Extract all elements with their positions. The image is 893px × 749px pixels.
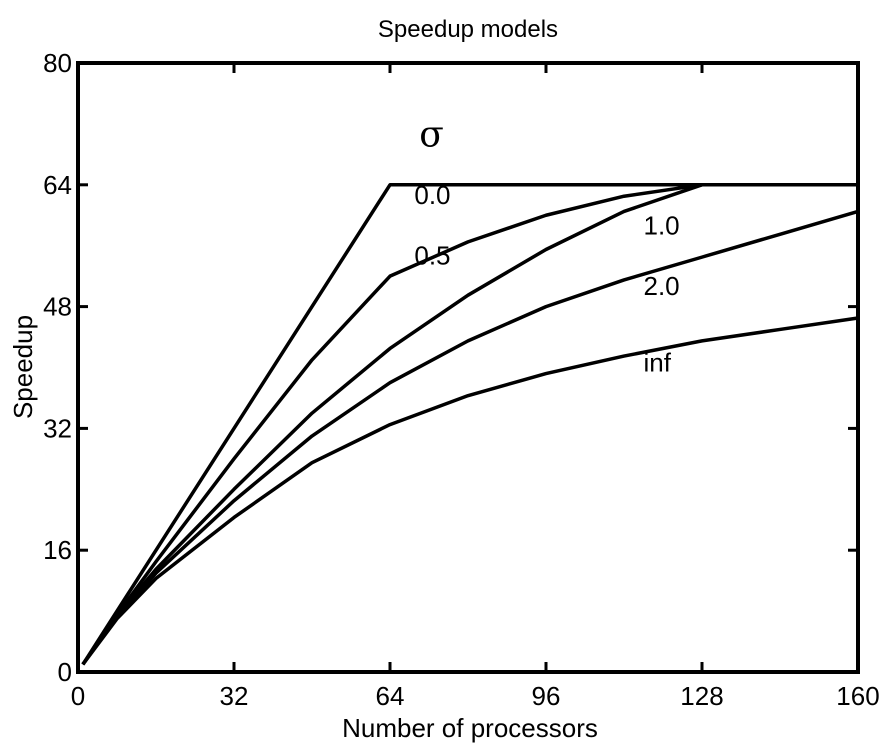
series-lines bbox=[81, 183, 859, 666]
curve-label: inf bbox=[644, 347, 672, 377]
curve-label: 0.5 bbox=[414, 241, 450, 271]
curve-labels: 0.0 0.5 1.0 2.0 inf bbox=[414, 180, 679, 377]
y-tick-label: 48 bbox=[43, 292, 72, 322]
x-tick-label: 0 bbox=[71, 681, 85, 711]
legend-title-sigma: σ bbox=[419, 115, 444, 156]
axes-frame bbox=[76, 61, 860, 674]
series-line-0-0 bbox=[81, 183, 858, 666]
series-line-0-5 bbox=[81, 183, 858, 666]
series-line-1-0 bbox=[81, 183, 858, 666]
x-axis-title: Number of processors bbox=[342, 713, 598, 743]
curve-label: 1.0 bbox=[644, 210, 680, 240]
y-tick-label: 80 bbox=[43, 48, 72, 78]
x-tick-label: 32 bbox=[220, 681, 249, 711]
series-line-2-0 bbox=[81, 209, 859, 666]
ticks: 0 32 64 96 128 160 0 16 32 48 64 80 bbox=[43, 48, 880, 711]
y-tick-label: 32 bbox=[43, 413, 72, 443]
curve-label: 0.0 bbox=[414, 180, 450, 210]
x-tick-label: 128 bbox=[680, 681, 723, 711]
y-tick-label: 16 bbox=[43, 535, 72, 565]
chart-title: Speedup models bbox=[378, 16, 558, 43]
y-tick-label: 0 bbox=[58, 657, 72, 687]
series-line-inf bbox=[81, 316, 859, 666]
x-tick-label: 64 bbox=[376, 681, 405, 711]
x-tick-label: 96 bbox=[532, 681, 561, 711]
x-tick-label: 160 bbox=[836, 681, 879, 711]
y-axis-title: Speedup bbox=[8, 315, 38, 419]
y-tick-label: 64 bbox=[43, 170, 72, 200]
curve-label: 2.0 bbox=[644, 271, 680, 301]
